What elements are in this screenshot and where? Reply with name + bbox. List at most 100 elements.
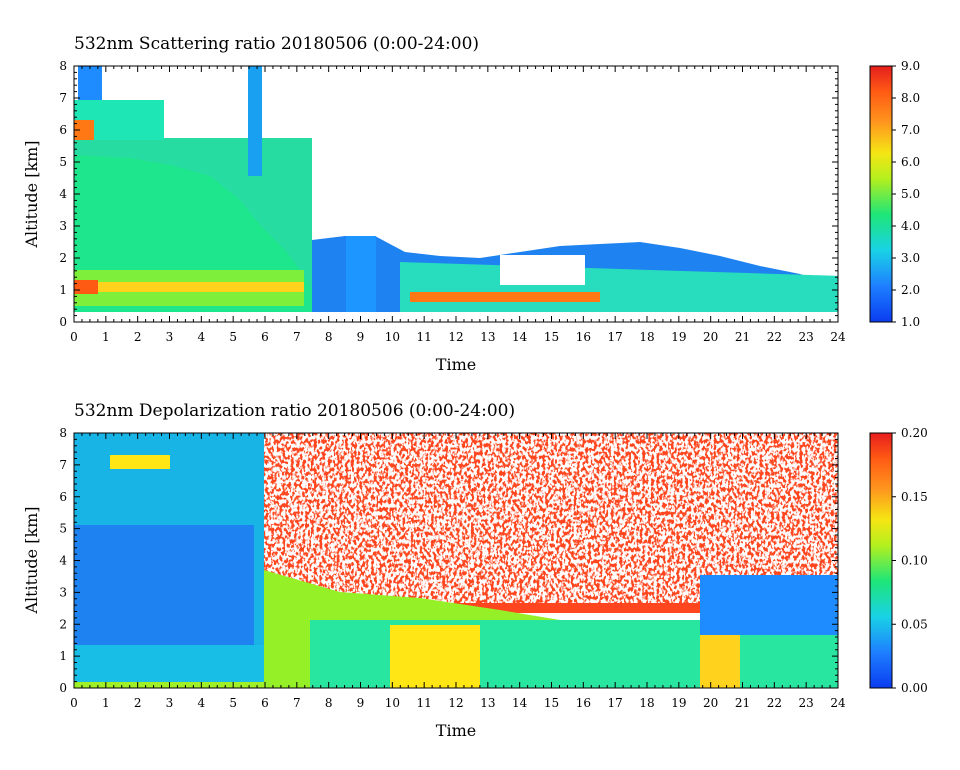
depol-lower-yellow-2 bbox=[700, 632, 740, 688]
depol-surface bbox=[74, 682, 338, 688]
depol-lower-yellow bbox=[390, 625, 480, 688]
x-axis-label: Time bbox=[436, 355, 476, 374]
x-axis-label: Time bbox=[436, 721, 476, 740]
x-tick-label: 8 bbox=[325, 696, 333, 710]
x-tick-label: 7 bbox=[293, 696, 301, 710]
x-tick-label: 22 bbox=[767, 330, 782, 344]
x-tick-label: 19 bbox=[671, 330, 686, 344]
y-tick-label: 0 bbox=[59, 681, 67, 695]
x-tick-label: 6 bbox=[261, 330, 269, 344]
y-tick-label: 2 bbox=[59, 617, 67, 631]
y-tick-label: 3 bbox=[59, 219, 67, 233]
x-tick-label: 16 bbox=[576, 330, 591, 344]
y-tick-label: 0 bbox=[59, 315, 67, 329]
colorbar-tick-label: 3.0 bbox=[901, 251, 920, 265]
scattering-cloud-edge-left bbox=[74, 120, 94, 140]
x-tick-label: 10 bbox=[385, 696, 400, 710]
x-tick-label: 15 bbox=[544, 330, 559, 344]
x-tick-label: 6 bbox=[261, 696, 269, 710]
depol-noise-speckle bbox=[264, 433, 838, 603]
colorbar-tick-label: 0.15 bbox=[901, 490, 928, 504]
colorbar bbox=[869, 432, 893, 689]
scattering-aerosol-bottom bbox=[410, 292, 600, 302]
colorbar-tick-label: 7.0 bbox=[901, 123, 920, 137]
y-axis-label: Altitude [km] bbox=[22, 506, 41, 614]
x-tick-label: 20 bbox=[703, 696, 718, 710]
y-tick-label: 7 bbox=[59, 91, 67, 105]
x-tick-label: 21 bbox=[735, 696, 750, 710]
x-tick-label: 15 bbox=[544, 696, 559, 710]
depol-left-cloud bbox=[110, 455, 170, 469]
colorbar-tick-label: 4.0 bbox=[901, 219, 920, 233]
axes-bottom: 0 1 2 3 4 5 6 7 8 9 10 11 12 13 14 15 16 17 18 19 20 21 22 23 24… bbox=[59, 426, 927, 710]
x-tick-label: 20 bbox=[703, 330, 718, 344]
depol-mid-blue bbox=[700, 575, 838, 635]
x-tick-label: 13 bbox=[480, 330, 495, 344]
x-tick-label: 11 bbox=[417, 330, 432, 344]
x-tick-label: 3 bbox=[166, 696, 174, 710]
x-tick-label: 3 bbox=[166, 330, 174, 344]
y-tick-label: 7 bbox=[59, 458, 67, 472]
x-tick-label: 5 bbox=[229, 696, 237, 710]
colorbar bbox=[869, 65, 893, 323]
y-tick-label: 4 bbox=[59, 554, 67, 568]
x-tick-label: 24 bbox=[830, 696, 846, 710]
x-tick-label: 4 bbox=[198, 696, 206, 710]
scattering-aerosol-band-2 bbox=[74, 282, 304, 292]
colorbar-tick-label: 2.0 bbox=[901, 283, 920, 297]
depol-left-lower bbox=[74, 645, 264, 688]
scattering-field bbox=[74, 66, 838, 322]
chart-title: 532nm Depolarization ratio 20180506 (0:0… bbox=[74, 401, 515, 421]
colorbar-tick-label: 0.10 bbox=[901, 554, 928, 568]
y-tick-label: 5 bbox=[59, 522, 67, 536]
x-tick-label: 19 bbox=[671, 696, 686, 710]
x-tick-label: 1 bbox=[102, 696, 110, 710]
scattering-surface-peak bbox=[74, 280, 98, 294]
x-tick-label: 10 bbox=[385, 330, 400, 344]
x-tick-label: 9 bbox=[357, 696, 365, 710]
colorbar-tick-label: 5.0 bbox=[901, 187, 920, 201]
scattering-clear-upper bbox=[312, 66, 838, 236]
x-tick-label: 17 bbox=[608, 696, 623, 710]
depolarization-field bbox=[74, 433, 838, 688]
x-tick-label: 23 bbox=[799, 330, 814, 344]
y-tick-label: 8 bbox=[59, 59, 67, 73]
x-tick-label: 18 bbox=[639, 696, 654, 710]
x-tick-label: 21 bbox=[735, 330, 750, 344]
y-tick-label: 6 bbox=[59, 490, 67, 504]
x-tick-label: 0 bbox=[70, 696, 78, 710]
x-tick-label: 24 bbox=[830, 330, 846, 344]
colorbar-tick-label: 1.0 bbox=[901, 315, 920, 329]
x-tick-label: 11 bbox=[417, 696, 432, 710]
x-tick-label: 17 bbox=[608, 330, 623, 344]
scattering-clear-gap bbox=[500, 255, 585, 285]
x-tick-label: 13 bbox=[480, 696, 495, 710]
axes-top: 0 1 2 3 4 5 6 7 8 9 10 11 12 13 14 15 16 17 18 19 20 21 22 23 24… bbox=[59, 59, 920, 344]
x-tick-label: 4 bbox=[198, 330, 206, 344]
x-tick-label: 8 bbox=[325, 330, 333, 344]
colorbar-tick-label: 8.0 bbox=[901, 91, 920, 105]
y-tick-label: 1 bbox=[59, 649, 67, 663]
y-tick-label: 5 bbox=[59, 155, 67, 169]
scattering-cloud-top-left bbox=[78, 66, 102, 106]
x-tick-label: 9 bbox=[357, 330, 365, 344]
x-tick-label: 23 bbox=[799, 696, 814, 710]
y-tick-label: 3 bbox=[59, 585, 67, 599]
x-tick-label: 16 bbox=[576, 696, 591, 710]
y-tick-label: 2 bbox=[59, 251, 67, 265]
x-tick-label: 1 bbox=[102, 330, 110, 344]
y-tick-label: 4 bbox=[59, 187, 67, 201]
x-tick-label: 7 bbox=[293, 330, 301, 344]
depol-left-blue bbox=[74, 525, 254, 645]
y-tick-label: 1 bbox=[59, 283, 67, 297]
x-tick-label: 14 bbox=[512, 696, 528, 710]
colorbar-tick-label: 0.05 bbox=[901, 617, 928, 631]
x-tick-label: 2 bbox=[134, 330, 142, 344]
x-tick-label: 14 bbox=[512, 330, 528, 344]
x-tick-label: 18 bbox=[639, 330, 654, 344]
x-tick-label: 12 bbox=[448, 330, 463, 344]
x-tick-label: 2 bbox=[134, 696, 142, 710]
chart-title: 532nm Scattering ratio 20180506 (0:00-24… bbox=[74, 34, 479, 54]
y-tick-label: 6 bbox=[59, 123, 67, 137]
